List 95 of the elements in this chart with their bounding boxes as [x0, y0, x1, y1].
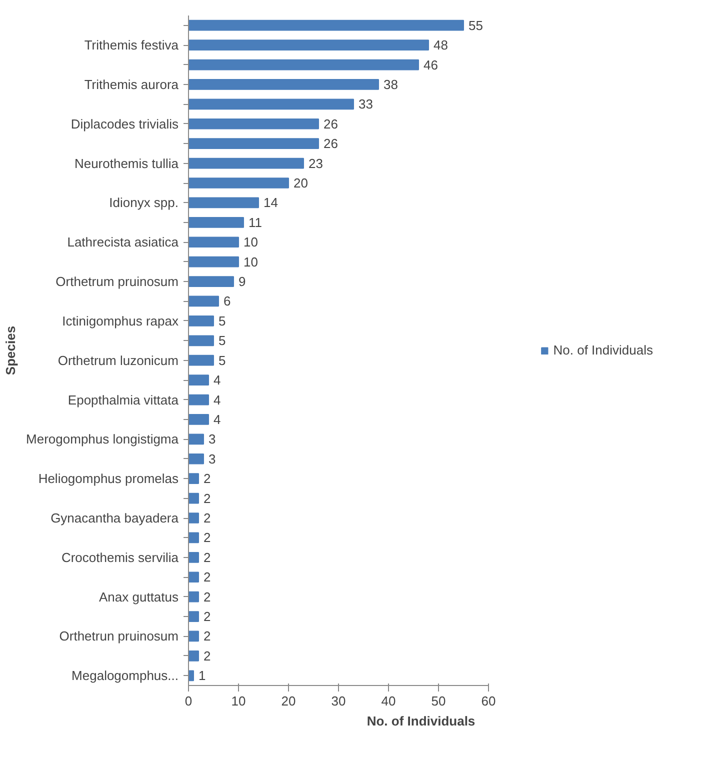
x-tick-label: 0: [184, 694, 192, 708]
data-label: 26: [324, 136, 338, 152]
y-tick-label: Epopthalmia vittata: [68, 392, 180, 408]
data-label: 1: [198, 668, 206, 684]
y-tick-label: Trithemis aurora: [84, 76, 180, 92]
y-tick-label: Neurothemis tullia: [74, 156, 180, 171]
data-label: 2: [204, 648, 211, 664]
data-label: 4: [214, 392, 221, 408]
data-label: 5: [218, 333, 226, 348]
bar: [188, 118, 319, 130]
bar: [188, 158, 304, 169]
bar: [188, 414, 209, 425]
x-tick-label: 50: [431, 694, 446, 708]
data-label: 55: [468, 18, 483, 33]
bar: [188, 591, 199, 602]
data-label: 38: [384, 76, 398, 92]
bar: [188, 354, 214, 366]
legend-label: No. of Individuals: [553, 342, 653, 358]
y-tick-label: Heliogomphus promelas: [38, 471, 179, 486]
data-label: 5: [218, 352, 226, 368]
data-label: 2: [204, 550, 211, 565]
data-label: 4: [214, 412, 221, 427]
bar: [188, 453, 204, 464]
bar: [188, 256, 239, 268]
data-label: 10: [244, 254, 258, 270]
bar: [188, 40, 429, 50]
y-axis-title: Species: [3, 326, 18, 376]
data-label: 2: [204, 589, 211, 604]
data-label: 14: [264, 195, 278, 210]
y-tick-label: Orthetrun pruinosum: [59, 628, 179, 644]
bar: [188, 572, 199, 583]
bar: [188, 650, 199, 662]
data-label: 10: [244, 234, 258, 250]
bar: [188, 316, 214, 326]
data-label: 26: [324, 116, 338, 132]
bar: [188, 20, 464, 31]
y-tick-label: Merogomphus longistigma: [26, 432, 180, 447]
bar: [188, 532, 199, 544]
bar: [188, 197, 259, 208]
x-tick-label: 60: [481, 694, 496, 708]
bar: [188, 394, 209, 406]
bar: [188, 492, 199, 504]
data-label: 6: [224, 294, 231, 309]
y-tick-label: Orthetrum pruinosum: [56, 274, 179, 290]
bar: [188, 434, 204, 445]
bar: [188, 138, 319, 150]
bar: [188, 611, 199, 622]
data-label: 5: [218, 313, 226, 328]
bar: [188, 512, 199, 524]
data-label: 2: [204, 609, 211, 624]
bar: [188, 670, 194, 682]
data-label: 2: [204, 570, 211, 585]
data-label: 3: [208, 451, 216, 466]
bar: [188, 79, 379, 90]
bar: [188, 276, 234, 287]
x-tick-label: 10: [231, 694, 246, 708]
bar: [188, 630, 199, 642]
y-tick-label: Trithemis festiva: [84, 38, 180, 53]
data-label: 2: [204, 471, 211, 486]
x-tick-label: 20: [281, 694, 296, 708]
bar: [188, 335, 214, 346]
data-label: 33: [358, 96, 373, 112]
data-label: 2: [204, 490, 211, 506]
data-label: 9: [238, 274, 246, 290]
bar: [188, 59, 419, 70]
data-label: 2: [204, 510, 211, 526]
data-label: 2: [204, 530, 211, 546]
y-tick-label: Gynacantha bayadera: [50, 510, 180, 526]
bar: [188, 98, 354, 110]
data-label: 23: [308, 156, 323, 171]
data-label: 48: [434, 38, 448, 53]
y-tick-label: Orthetrum luzonicum: [58, 352, 179, 368]
y-tick-label: Idionyx spp.: [109, 195, 178, 210]
data-label: 3: [208, 432, 216, 447]
bar: [188, 236, 239, 248]
x-tick-label: 30: [331, 694, 346, 708]
bar: [188, 374, 209, 386]
x-axis-title: No. of Individuals: [366, 714, 476, 728]
y-tick-label: Crocothemis servilia: [61, 550, 180, 565]
data-label: 46: [424, 57, 438, 72]
y-tick-label: Lathrecista asiatica: [67, 234, 180, 250]
data-label: 20: [294, 176, 308, 190]
y-tick-label: Anax guttatus: [99, 589, 179, 604]
bar: [188, 552, 199, 563]
data-label: 11: [248, 214, 262, 230]
x-tick-label: 40: [381, 694, 396, 708]
y-tick-label: Megalogomphus...: [72, 668, 178, 684]
data-label: 2: [204, 628, 211, 644]
bar: [188, 296, 219, 307]
y-tick-label: Diplacodes trivialis: [70, 116, 179, 132]
bar: [188, 178, 289, 188]
y-tick-label: Ictinigomphus rapax: [62, 313, 179, 328]
bar: [188, 473, 199, 484]
bar: [188, 216, 244, 228]
data-label: 4: [214, 372, 221, 388]
